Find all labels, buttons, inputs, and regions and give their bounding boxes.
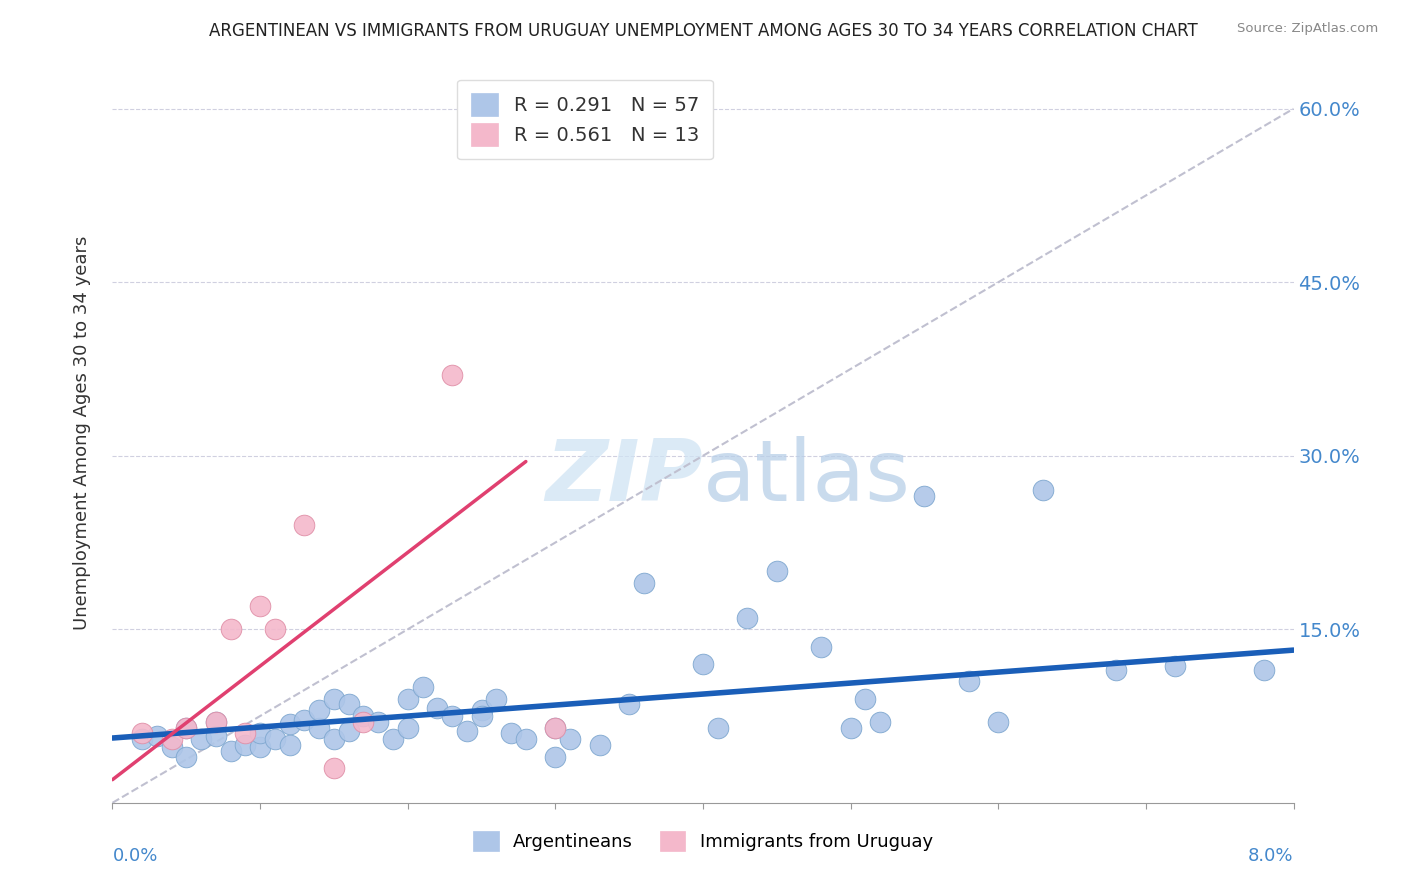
Point — [205, 714, 228, 729]
Point — [174, 721, 197, 735]
Point — [544, 721, 567, 735]
Legend: Argentineans, Immigrants from Uruguay: Argentineans, Immigrants from Uruguay — [464, 822, 942, 861]
Point — [1105, 663, 1128, 677]
Point — [544, 749, 567, 764]
Point — [131, 726, 153, 740]
Point — [737, 610, 759, 624]
Point — [839, 721, 862, 735]
Point — [337, 698, 360, 712]
Point — [233, 738, 256, 752]
Point — [160, 732, 183, 747]
Point — [160, 740, 183, 755]
Point — [765, 565, 787, 579]
Point — [278, 717, 301, 731]
Point — [914, 489, 936, 503]
Point — [146, 729, 169, 743]
Y-axis label: Unemployment Among Ages 30 to 34 years: Unemployment Among Ages 30 to 34 years — [73, 235, 91, 630]
Point — [485, 691, 508, 706]
Point — [957, 674, 980, 689]
Point — [707, 721, 730, 735]
Point — [441, 368, 464, 382]
Point — [308, 721, 330, 735]
Point — [396, 691, 419, 706]
Point — [337, 724, 360, 739]
Point — [1032, 483, 1054, 498]
Point — [810, 640, 832, 654]
Point — [233, 726, 256, 740]
Point — [471, 709, 494, 723]
Point — [292, 713, 315, 727]
Point — [412, 680, 434, 694]
Point — [323, 691, 346, 706]
Point — [219, 744, 242, 758]
Point — [264, 732, 287, 747]
Point — [501, 726, 523, 740]
Point — [219, 622, 242, 636]
Point — [560, 732, 582, 747]
Point — [588, 738, 610, 752]
Point — [396, 721, 419, 735]
Point — [853, 691, 877, 706]
Text: ARGENTINEAN VS IMMIGRANTS FROM URUGUAY UNEMPLOYMENT AMONG AGES 30 TO 34 YEARS CO: ARGENTINEAN VS IMMIGRANTS FROM URUGUAY U… — [208, 22, 1198, 40]
Point — [249, 726, 271, 740]
Point — [515, 732, 537, 747]
Point — [308, 703, 330, 717]
Text: Source: ZipAtlas.com: Source: ZipAtlas.com — [1237, 22, 1378, 36]
Point — [205, 714, 228, 729]
Point — [471, 703, 494, 717]
Point — [323, 761, 346, 775]
Point — [323, 732, 346, 747]
Point — [249, 599, 271, 614]
Point — [692, 657, 714, 671]
Point — [352, 709, 374, 723]
Text: 0.0%: 0.0% — [112, 847, 157, 865]
Point — [264, 622, 287, 636]
Point — [278, 738, 301, 752]
Point — [174, 749, 197, 764]
Point — [619, 698, 641, 712]
Point — [190, 732, 212, 747]
Point — [382, 732, 405, 747]
Point — [174, 721, 197, 735]
Point — [205, 729, 228, 743]
Point — [987, 714, 1010, 729]
Point — [249, 740, 271, 755]
Point — [441, 709, 464, 723]
Point — [633, 576, 655, 591]
Point — [292, 518, 315, 533]
Text: ZIP: ZIP — [546, 435, 703, 518]
Text: atlas: atlas — [703, 435, 911, 518]
Point — [367, 714, 389, 729]
Point — [131, 732, 153, 747]
Point — [544, 721, 567, 735]
Point — [426, 701, 449, 715]
Point — [1164, 659, 1187, 673]
Point — [1253, 663, 1275, 677]
Text: 8.0%: 8.0% — [1249, 847, 1294, 865]
Point — [869, 714, 891, 729]
Point — [352, 714, 374, 729]
Point — [456, 724, 478, 739]
